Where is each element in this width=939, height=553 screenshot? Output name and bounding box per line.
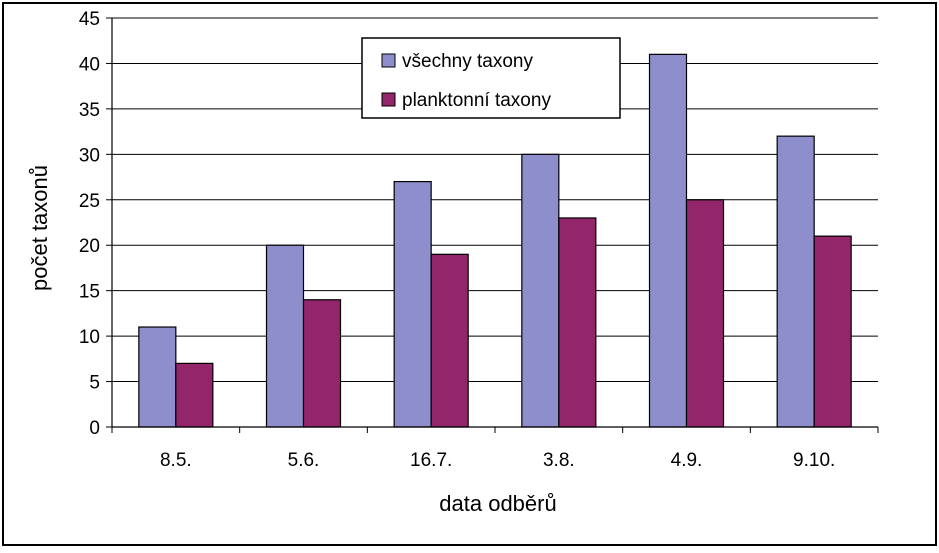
legend-swatch-plankton-taxa <box>381 92 396 107</box>
x-tick-label-3: 3.8. <box>543 450 575 471</box>
bar-plankton-taxa-4 <box>685 199 725 428</box>
y-tick-label-35: 35 <box>79 100 100 121</box>
y-tick-label-0: 0 <box>89 418 100 439</box>
y-tick-label-25: 25 <box>79 191 100 212</box>
x-tick-label-0: 8.5. <box>160 450 192 471</box>
bar-plankton-taxa-3 <box>558 217 597 428</box>
legend-label-plankton-taxa: planktonní taxony <box>402 90 551 111</box>
gridlines <box>112 17 878 383</box>
legend-label-all-taxa: všechny taxony <box>402 51 533 72</box>
y-tick-label-30: 30 <box>79 145 100 166</box>
bar-plankton-taxa-5 <box>813 235 852 428</box>
bar-all-taxa-1 <box>265 244 305 428</box>
y-tick-label-5: 5 <box>89 373 100 394</box>
axes: 0 5 10 15 20 25 30 35 40 45 8.5. 5.6. 16.7. 3.8. 4.9. 9… <box>79 9 879 471</box>
legend: všechny taxony planktonní taxony <box>361 37 621 119</box>
bars <box>138 53 852 428</box>
y-tick-label-10: 10 <box>79 327 100 348</box>
bar-all-taxa-3 <box>521 153 560 428</box>
bar-all-taxa-2 <box>393 181 432 428</box>
x-tick-label-2: 16.7. <box>410 450 452 471</box>
y-axis-title: počet taxonů <box>27 165 52 291</box>
legend-swatch-all-taxa <box>381 53 396 68</box>
x-axis-title: data odběrů <box>439 491 556 516</box>
y-tick-label-15: 15 <box>79 282 100 303</box>
y-tick-label-20: 20 <box>79 236 100 257</box>
bar-all-taxa-5 <box>776 135 815 428</box>
bar-all-taxa-0 <box>138 326 177 428</box>
bar-all-taxa-4 <box>648 53 688 428</box>
bar-plankton-taxa-0 <box>175 362 214 428</box>
x-tick-label-4: 4.9. <box>671 450 703 471</box>
bar-plankton-taxa-1 <box>302 299 342 428</box>
x-tick-label-5: 9.10. <box>793 450 835 471</box>
x-tick-label-1: 5.6. <box>288 450 320 471</box>
y-tick-label-45: 45 <box>79 9 100 30</box>
legend-box <box>361 37 621 119</box>
bar-plankton-taxa-2 <box>430 253 469 428</box>
y-tick-label-40: 40 <box>79 54 100 75</box>
